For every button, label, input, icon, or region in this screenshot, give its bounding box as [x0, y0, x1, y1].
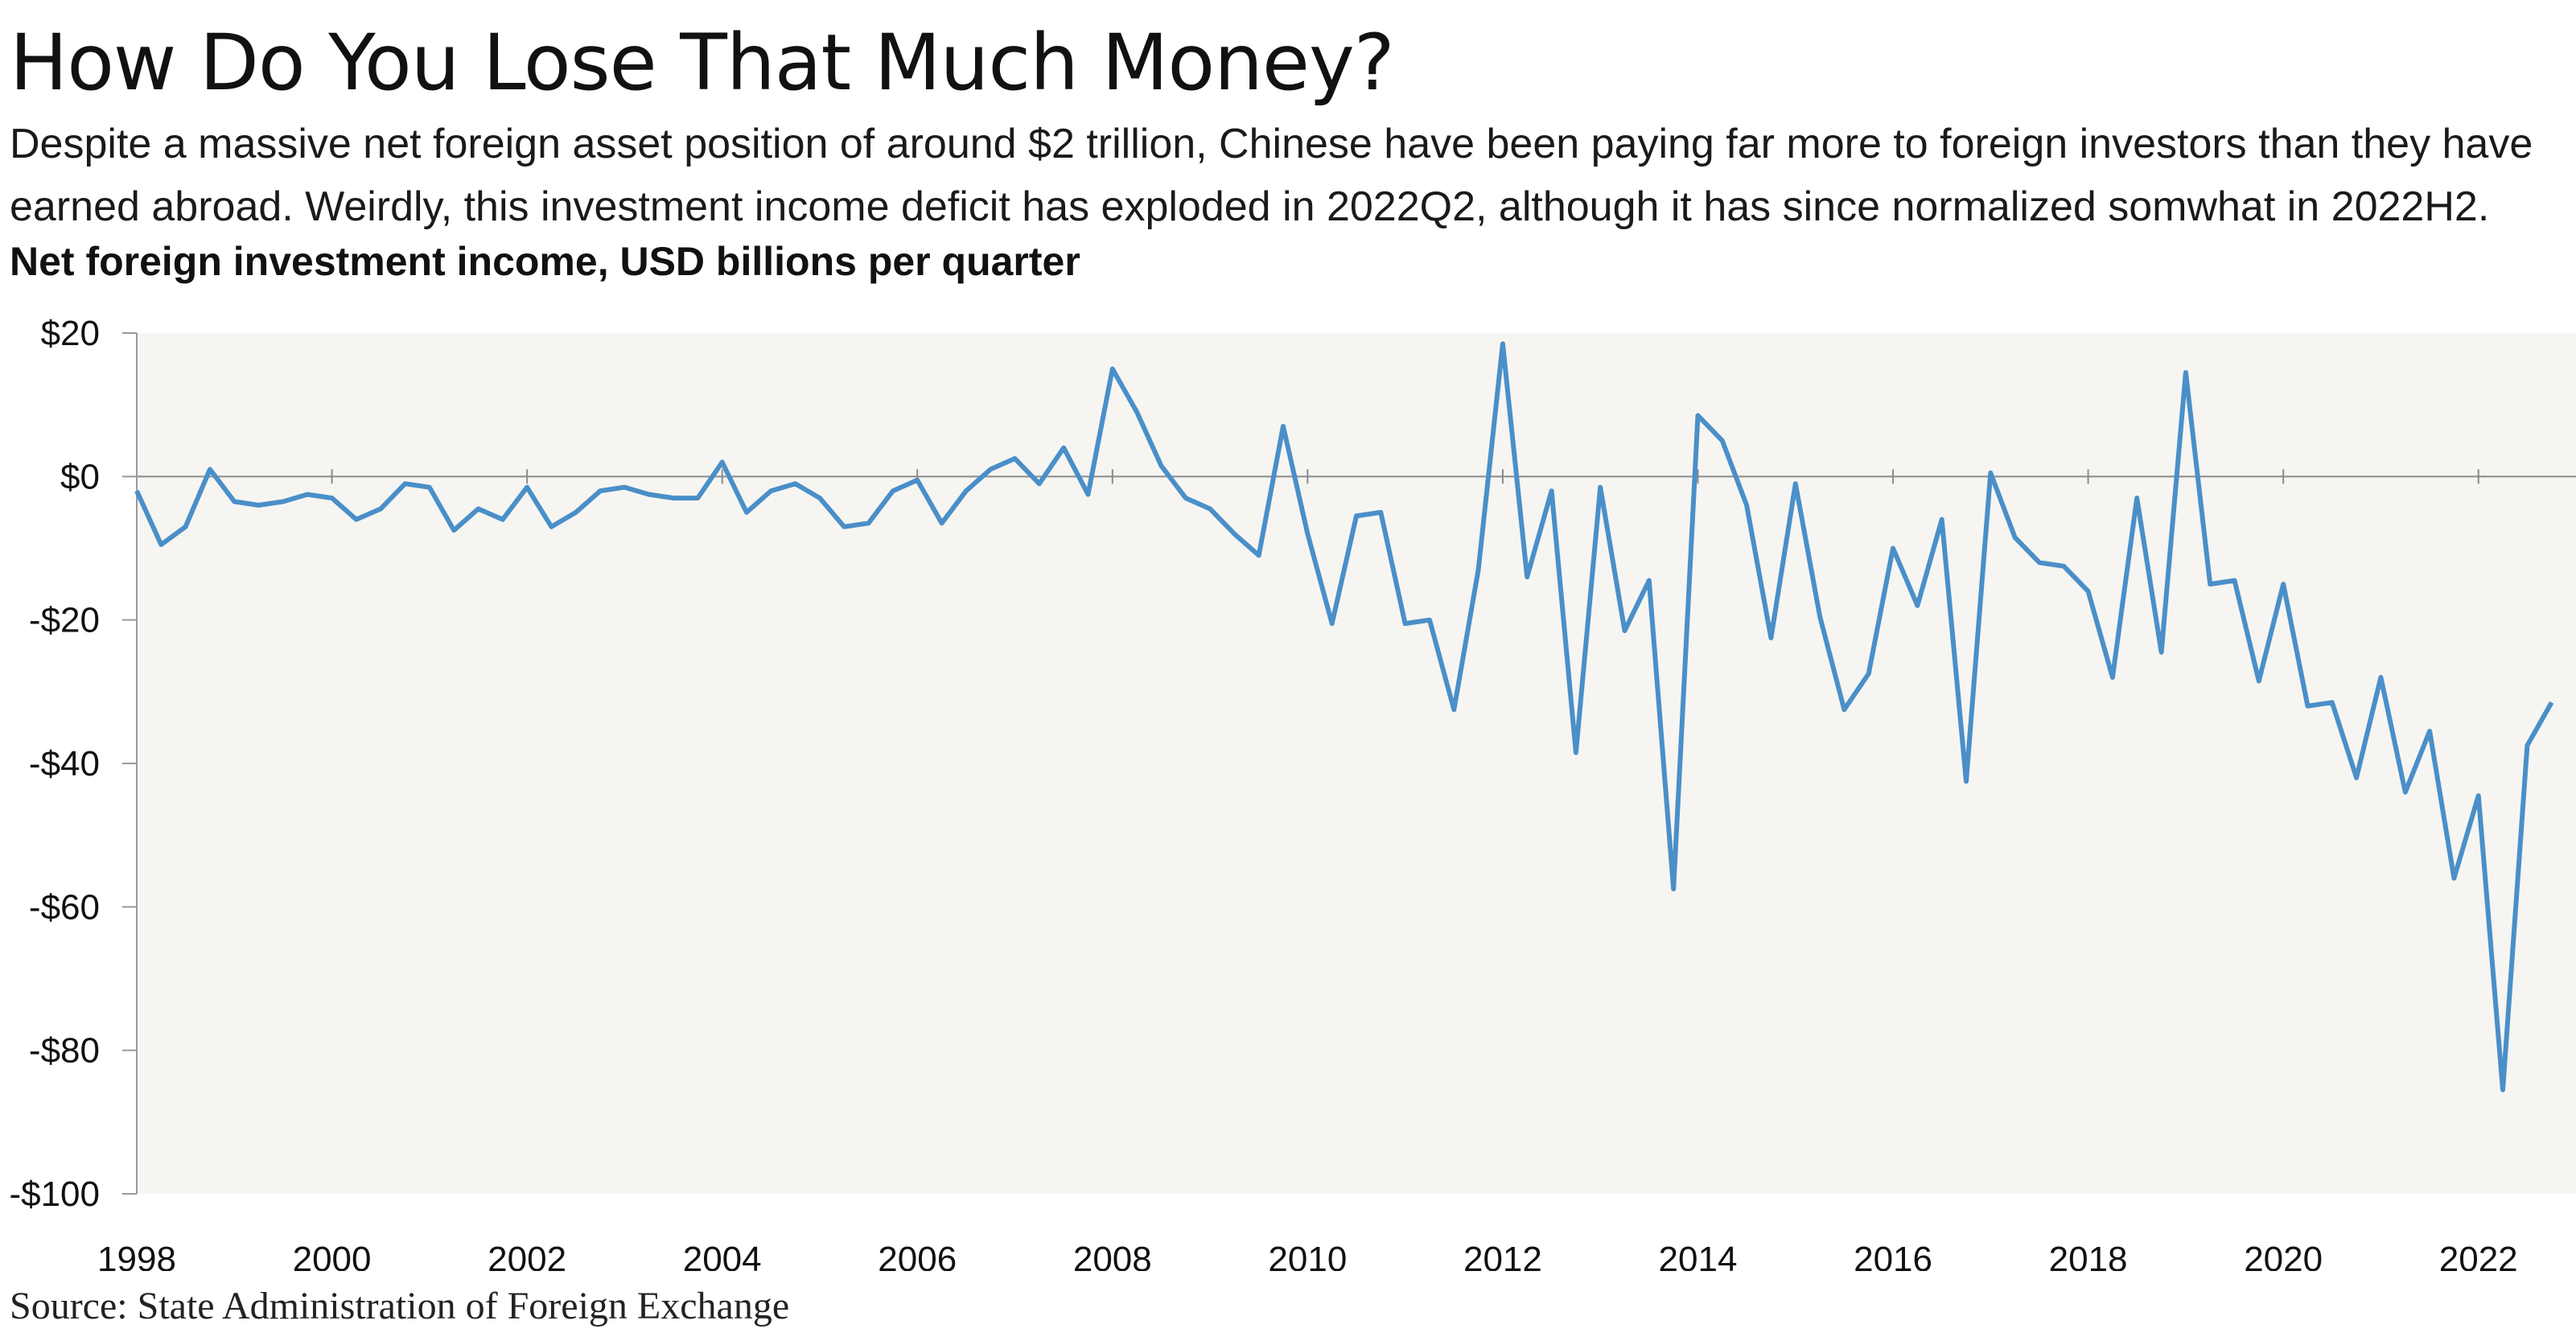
x-tick-label: 2008	[1073, 1240, 1152, 1271]
y-tick-label: -$20	[29, 601, 100, 640]
x-tick-label: 2002	[488, 1240, 566, 1271]
x-tick-label: 2004	[683, 1240, 762, 1271]
chart-title: How Do You Lose That Much Money?	[10, 18, 1395, 108]
chart-subtitle: Despite a massive net foreign asset posi…	[10, 121, 2533, 230]
line-chart: $20 $0 -$20 -$40 -$60 -$80 -$100 1998 2000 2002 2…	[9, 314, 2576, 1271]
y-axis-ticks: $20 $0 -$20 -$40 -$60 -$80 -$100	[9, 314, 137, 1214]
x-tick-label: 1998	[97, 1240, 176, 1271]
y-tick-label: -$60	[29, 887, 100, 927]
plot-area	[137, 333, 2576, 1194]
x-tick-label: 2012	[1463, 1240, 1542, 1271]
x-tick-label: 2022	[2439, 1240, 2518, 1271]
y-tick-label: -$40	[29, 744, 100, 784]
y-tick-label: -$80	[29, 1031, 100, 1071]
chart-heading: Net foreign investment income, USD billi…	[10, 239, 1080, 284]
x-tick-label: 2016	[1854, 1240, 1932, 1271]
x-tick-label: 2018	[2049, 1240, 2128, 1271]
y-tick-label: $20	[41, 314, 100, 353]
x-tick-label: 2014	[1659, 1240, 1738, 1271]
x-tick-label: 2000	[293, 1240, 372, 1271]
x-tick-label: 2010	[1268, 1240, 1347, 1271]
x-tick-label: 2020	[2244, 1240, 2323, 1271]
x-axis-ticks: 1998 2000 2002 2004 2006 2008 2010 2012 2014 2016…	[97, 469, 2518, 1271]
series-line	[134, 341, 2554, 1092]
y-tick-label: $0	[60, 457, 100, 496]
x-tick-label: 2006	[878, 1240, 957, 1271]
y-tick-label: -$100	[9, 1175, 100, 1214]
source-note: Source: State Administration of Foreign …	[10, 1285, 790, 1327]
